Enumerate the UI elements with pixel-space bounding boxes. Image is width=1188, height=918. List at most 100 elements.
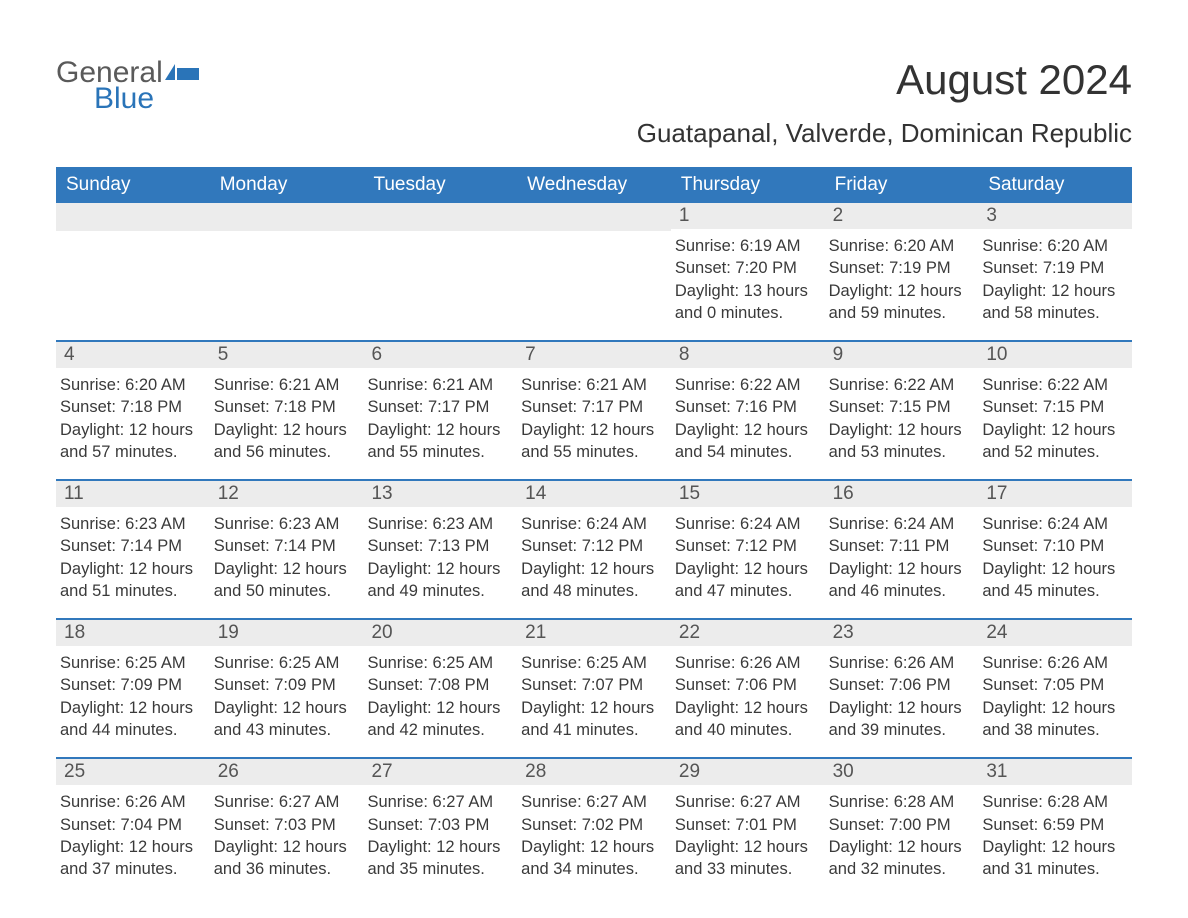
daylight-line-2: and 55 minutes. (521, 441, 667, 463)
day-body: Sunrise: 6:25 AMSunset: 7:08 PMDaylight:… (363, 646, 517, 757)
daylight-line-2: and 59 minutes. (829, 302, 975, 324)
day-cell: 25Sunrise: 6:26 AMSunset: 7:04 PMDayligh… (56, 757, 210, 896)
sunset-line: Sunset: 7:14 PM (214, 535, 360, 557)
daylight-line-1: Daylight: 12 hours (521, 419, 667, 441)
day-number: 18 (56, 620, 210, 646)
daylight-line-2: and 57 minutes. (60, 441, 206, 463)
sunset-line: Sunset: 7:17 PM (521, 396, 667, 418)
weekday-header-cell: Sunday (56, 167, 210, 203)
daylight-line-1: Daylight: 12 hours (829, 280, 975, 302)
day-body: Sunrise: 6:24 AMSunset: 7:12 PMDaylight:… (517, 507, 671, 618)
day-cell: 22Sunrise: 6:26 AMSunset: 7:06 PMDayligh… (671, 618, 825, 757)
daylight-line-2: and 34 minutes. (521, 858, 667, 880)
day-cell: 15Sunrise: 6:24 AMSunset: 7:12 PMDayligh… (671, 479, 825, 618)
daylight-line-2: and 48 minutes. (521, 580, 667, 602)
sunset-line: Sunset: 7:03 PM (214, 814, 360, 836)
weekday-header-cell: Saturday (978, 167, 1132, 203)
sunrise-line: Sunrise: 6:25 AM (60, 652, 206, 674)
day-cell: 26Sunrise: 6:27 AMSunset: 7:03 PMDayligh… (210, 757, 364, 896)
sunrise-line: Sunrise: 6:19 AM (675, 235, 821, 257)
day-number: 30 (825, 759, 979, 785)
sunset-line: Sunset: 7:05 PM (982, 674, 1128, 696)
sunrise-line: Sunrise: 6:28 AM (982, 791, 1128, 813)
sunrise-line: Sunrise: 6:22 AM (675, 374, 821, 396)
day-cell: 5Sunrise: 6:21 AMSunset: 7:18 PMDaylight… (210, 340, 364, 479)
sunrise-line: Sunrise: 6:21 AM (367, 374, 513, 396)
sunrise-line: Sunrise: 6:22 AM (829, 374, 975, 396)
sunset-line: Sunset: 7:14 PM (60, 535, 206, 557)
sunrise-line: Sunrise: 6:24 AM (521, 513, 667, 535)
day-cell: 1Sunrise: 6:19 AMSunset: 7:20 PMDaylight… (671, 203, 825, 340)
daylight-line-2: and 39 minutes. (829, 719, 975, 741)
daylight-line-1: Daylight: 12 hours (829, 836, 975, 858)
daylight-line-1: Daylight: 12 hours (982, 558, 1128, 580)
sunset-line: Sunset: 7:02 PM (521, 814, 667, 836)
daylight-line-1: Daylight: 12 hours (675, 419, 821, 441)
day-cell: 29Sunrise: 6:27 AMSunset: 7:01 PMDayligh… (671, 757, 825, 896)
sunset-line: Sunset: 7:20 PM (675, 257, 821, 279)
day-number: 1 (671, 203, 825, 229)
daylight-line-1: Daylight: 12 hours (60, 558, 206, 580)
day-body: Sunrise: 6:26 AMSunset: 7:06 PMDaylight:… (671, 646, 825, 757)
sunset-line: Sunset: 7:08 PM (367, 674, 513, 696)
day-cell: 17Sunrise: 6:24 AMSunset: 7:10 PMDayligh… (978, 479, 1132, 618)
day-number: 11 (56, 481, 210, 507)
day-number: 14 (517, 481, 671, 507)
sunrise-line: Sunrise: 6:21 AM (214, 374, 360, 396)
sunset-line: Sunset: 7:12 PM (521, 535, 667, 557)
day-body: Sunrise: 6:22 AMSunset: 7:15 PMDaylight:… (978, 368, 1132, 479)
daylight-line-2: and 42 minutes. (367, 719, 513, 741)
sunset-line: Sunset: 7:01 PM (675, 814, 821, 836)
daylight-line-1: Daylight: 12 hours (214, 697, 360, 719)
sunrise-line: Sunrise: 6:20 AM (982, 235, 1128, 257)
day-cell: 31Sunrise: 6:28 AMSunset: 6:59 PMDayligh… (978, 757, 1132, 896)
day-number: 10 (978, 342, 1132, 368)
day-body: Sunrise: 6:26 AMSunset: 7:05 PMDaylight:… (978, 646, 1132, 757)
daylight-line-1: Daylight: 12 hours (60, 419, 206, 441)
day-cell: 28Sunrise: 6:27 AMSunset: 7:02 PMDayligh… (517, 757, 671, 896)
day-body: Sunrise: 6:27 AMSunset: 7:03 PMDaylight:… (210, 785, 364, 896)
day-number: 25 (56, 759, 210, 785)
day-cell (517, 203, 671, 340)
day-cell: 6Sunrise: 6:21 AMSunset: 7:17 PMDaylight… (363, 340, 517, 479)
daylight-line-2: and 38 minutes. (982, 719, 1128, 741)
day-cell: 7Sunrise: 6:21 AMSunset: 7:17 PMDaylight… (517, 340, 671, 479)
daylight-line-2: and 44 minutes. (60, 719, 206, 741)
weekday-header-row: SundayMondayTuesdayWednesdayThursdayFrid… (56, 167, 1132, 203)
day-cell: 20Sunrise: 6:25 AMSunset: 7:08 PMDayligh… (363, 618, 517, 757)
day-cell (56, 203, 210, 340)
sunrise-line: Sunrise: 6:26 AM (982, 652, 1128, 674)
day-number: 15 (671, 481, 825, 507)
sunset-line: Sunset: 7:00 PM (829, 814, 975, 836)
sunrise-line: Sunrise: 6:21 AM (521, 374, 667, 396)
daylight-line-1: Daylight: 12 hours (214, 836, 360, 858)
day-body: Sunrise: 6:22 AMSunset: 7:15 PMDaylight:… (825, 368, 979, 479)
day-body: Sunrise: 6:24 AMSunset: 7:10 PMDaylight:… (978, 507, 1132, 618)
sunrise-line: Sunrise: 6:23 AM (367, 513, 513, 535)
daylight-line-1: Daylight: 12 hours (367, 836, 513, 858)
day-number: 5 (210, 342, 364, 368)
sunset-line: Sunset: 7:06 PM (675, 674, 821, 696)
daylight-line-1: Daylight: 12 hours (675, 558, 821, 580)
day-cell: 12Sunrise: 6:23 AMSunset: 7:14 PMDayligh… (210, 479, 364, 618)
week-row: 4Sunrise: 6:20 AMSunset: 7:18 PMDaylight… (56, 340, 1132, 479)
day-body: Sunrise: 6:20 AMSunset: 7:18 PMDaylight:… (56, 368, 210, 479)
day-body: Sunrise: 6:23 AMSunset: 7:14 PMDaylight:… (56, 507, 210, 618)
logo: General Blue (56, 56, 199, 116)
daylight-line-2: and 56 minutes. (214, 441, 360, 463)
day-number: 24 (978, 620, 1132, 646)
daylight-line-2: and 54 minutes. (675, 441, 821, 463)
daylight-line-1: Daylight: 12 hours (60, 697, 206, 719)
day-number: 31 (978, 759, 1132, 785)
day-body: Sunrise: 6:23 AMSunset: 7:14 PMDaylight:… (210, 507, 364, 618)
day-cell (363, 203, 517, 340)
daylight-line-2: and 55 minutes. (367, 441, 513, 463)
daylight-line-2: and 35 minutes. (367, 858, 513, 880)
day-number: 2 (825, 203, 979, 229)
daylight-line-2: and 37 minutes. (60, 858, 206, 880)
daylight-line-2: and 58 minutes. (982, 302, 1128, 324)
daylight-line-2: and 46 minutes. (829, 580, 975, 602)
weekday-header-cell: Friday (825, 167, 979, 203)
sunrise-line: Sunrise: 6:27 AM (214, 791, 360, 813)
daylight-line-2: and 41 minutes. (521, 719, 667, 741)
